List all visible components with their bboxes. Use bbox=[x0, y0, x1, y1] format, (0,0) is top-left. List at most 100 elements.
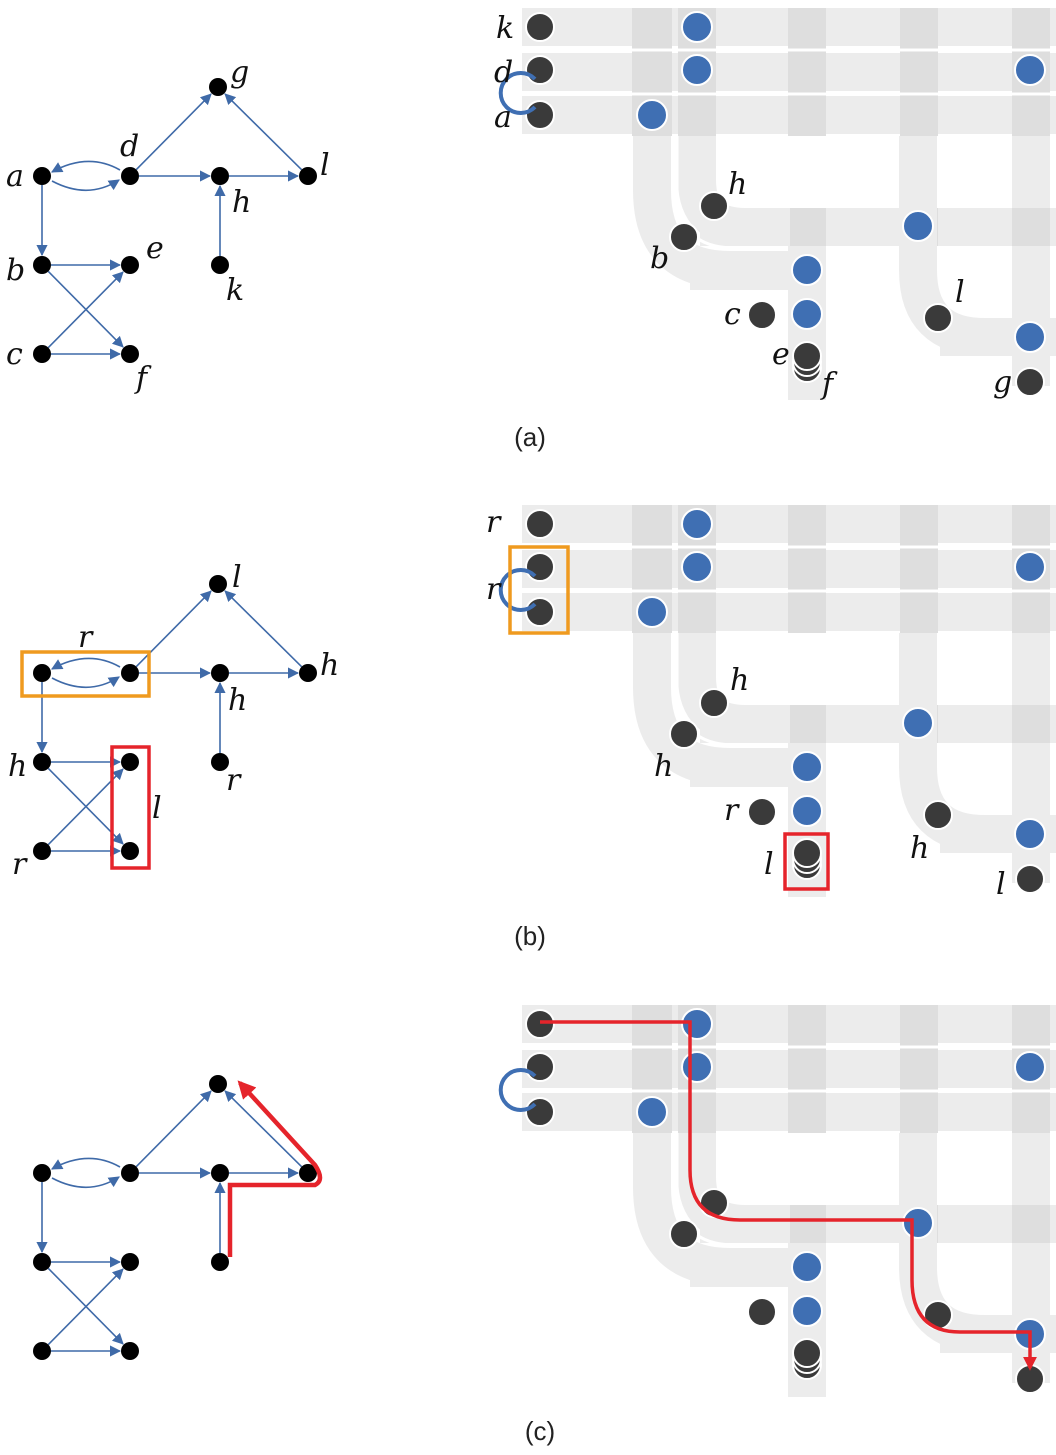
graph-edge-d-g bbox=[135, 93, 212, 171]
graph-a-label-7: k bbox=[226, 273, 244, 308]
graph-a-label-6: e bbox=[146, 231, 164, 266]
graph-edge-d-a bbox=[51, 657, 121, 670]
matrix-dark-node bbox=[792, 341, 822, 371]
matrix-dark-node bbox=[923, 800, 953, 830]
graph-node-e bbox=[121, 753, 139, 771]
matrix-dark-node bbox=[525, 12, 555, 42]
highlight-box-orange-matrix bbox=[508, 545, 570, 635]
graph-edge-a-d bbox=[51, 1176, 120, 1188]
matrix-b-label-3: h bbox=[654, 749, 673, 784]
panel-c bbox=[33, 1005, 1056, 1397]
matrix-dark-node bbox=[792, 1338, 822, 1368]
graph-b-label-5: r bbox=[226, 763, 242, 798]
graph-a-label-4: h bbox=[232, 185, 251, 220]
graph-node-g bbox=[209, 1075, 227, 1093]
highlight-box-red-graph bbox=[110, 745, 151, 870]
matrix-blue-node bbox=[902, 210, 934, 242]
graph-node-a bbox=[33, 1164, 51, 1182]
matrix-cross-cell bbox=[788, 208, 826, 246]
matrix-dark-node bbox=[525, 597, 555, 627]
graph-b bbox=[33, 575, 317, 860]
graph-node-g bbox=[209, 78, 227, 96]
graph-node-d bbox=[121, 664, 139, 682]
matrix-blue-node bbox=[791, 1295, 823, 1327]
matrix-dark-node bbox=[747, 300, 777, 330]
graph-node-a bbox=[33, 664, 51, 682]
graph-node-d bbox=[121, 167, 139, 185]
caption-a: (a) bbox=[514, 422, 546, 452]
graph-node-k bbox=[211, 1253, 229, 1271]
graph-edge-l-g bbox=[224, 590, 303, 668]
matrix-dark-node bbox=[525, 100, 555, 130]
graph-a-label-2: g bbox=[230, 55, 249, 90]
matrix-blue-node bbox=[681, 11, 713, 43]
graph-b-label-7: r bbox=[12, 847, 28, 882]
matrix-b-label-2: h bbox=[730, 663, 749, 698]
matrix-cross-cell bbox=[1012, 705, 1050, 743]
matrix-dark-node bbox=[525, 552, 555, 582]
highlight-overlays bbox=[20, 545, 1037, 1371]
matrix-column-band bbox=[900, 8, 938, 136]
matrix-blue-node bbox=[1014, 54, 1046, 86]
graph-node-c bbox=[33, 842, 51, 860]
graph-b-label-2: h bbox=[320, 648, 339, 683]
matrix-b-label-5: l bbox=[764, 847, 774, 882]
matrix-a-label-7: f bbox=[820, 367, 838, 402]
matrix-dark-node bbox=[669, 222, 699, 252]
matrix-a-label-1: d bbox=[494, 55, 513, 90]
matrix-b-label-6: h bbox=[910, 831, 929, 866]
panel-b bbox=[33, 505, 1056, 897]
graph-b-label-0: l bbox=[232, 560, 242, 595]
graph-node-f bbox=[121, 345, 139, 363]
matrix-blue-node bbox=[1014, 818, 1046, 850]
matrix-dark-node bbox=[747, 1297, 777, 1327]
graph-b-label-4: h bbox=[8, 749, 27, 784]
matrix-blue-node bbox=[681, 54, 713, 86]
matrix-cross-cell bbox=[788, 705, 826, 743]
matrix-dark-node bbox=[525, 1009, 555, 1039]
matrix-self-loop bbox=[498, 1068, 537, 1112]
graph-edge-c-e bbox=[47, 271, 124, 349]
matrix-dark-node bbox=[1015, 1364, 1045, 1394]
graph-node-c bbox=[33, 1342, 51, 1360]
matrix-a-label-8: l bbox=[955, 275, 965, 310]
matrix-blue-node bbox=[636, 99, 668, 131]
matrix-blue-node bbox=[1014, 321, 1046, 353]
matrix-blue-node bbox=[791, 751, 823, 783]
matrix-a-label-5: c bbox=[724, 297, 741, 332]
matrix-dark-node bbox=[699, 1188, 729, 1218]
matrix-b bbox=[498, 505, 1056, 897]
graph-edge-d-a bbox=[51, 160, 121, 173]
matrix-dark-node bbox=[525, 55, 555, 85]
highlight-box-red-matrix bbox=[783, 832, 830, 891]
graph-a-label-1: d bbox=[120, 129, 139, 164]
graph-node-e bbox=[121, 1253, 139, 1271]
graph-b-label-1: r bbox=[78, 620, 94, 655]
panel-a bbox=[33, 8, 1056, 400]
matrix-dark-node bbox=[525, 1052, 555, 1082]
matrix-column-band bbox=[900, 1005, 938, 1133]
graph-node-b bbox=[33, 1253, 51, 1271]
graph-a-label-5: b bbox=[6, 253, 25, 288]
graph-c bbox=[33, 1075, 317, 1360]
matrix-bend bbox=[633, 1133, 790, 1286]
matrix-blue-node bbox=[902, 1207, 934, 1239]
graph-node-g bbox=[209, 575, 227, 593]
matrix-blue-node bbox=[1014, 551, 1046, 583]
matrix-a-label-0: k bbox=[496, 11, 514, 46]
graph-edge-d-a bbox=[51, 1157, 121, 1170]
highlight-path-graph bbox=[227, 1080, 323, 1257]
matrix-bend bbox=[633, 136, 790, 289]
graph-node-d bbox=[121, 1164, 139, 1182]
matrix-dark-node bbox=[792, 838, 822, 868]
graph-node-h bbox=[211, 664, 229, 682]
graph-node-k bbox=[211, 256, 229, 274]
matrix-bend bbox=[633, 633, 790, 786]
graph-edge-d-g bbox=[135, 1090, 212, 1168]
matrix-dark-node bbox=[669, 719, 699, 749]
graph-node-h bbox=[211, 1164, 229, 1182]
matrix-a bbox=[498, 8, 1056, 400]
matrix-self-loop bbox=[498, 568, 537, 612]
